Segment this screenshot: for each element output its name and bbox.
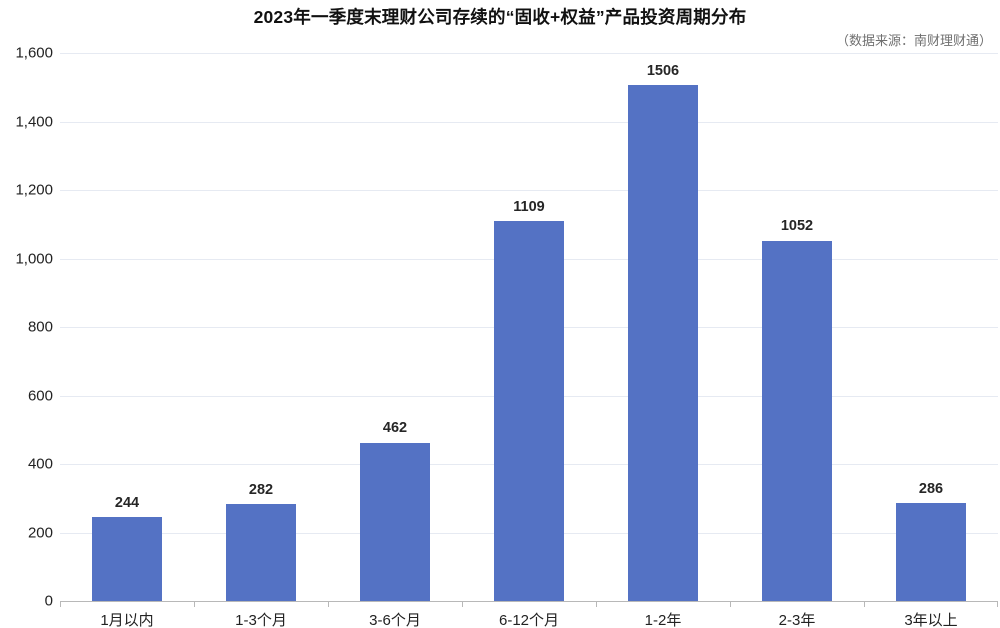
- bar-value-label: 1052: [780, 218, 814, 235]
- y-axis: 0 200 400 600 800 1,000 1,200 1,400 1,600: [0, 46, 53, 609]
- bar[interactable]: [762, 240, 832, 601]
- y-tick-label: 800: [27, 318, 53, 336]
- x-axis-tick: [328, 601, 329, 607]
- x-axis-tick: [596, 601, 597, 607]
- bar[interactable]: [628, 85, 698, 601]
- bar-group[interactable]: 1052: [730, 53, 864, 601]
- y-tick-label: 400: [27, 455, 53, 473]
- bar-value-label: 1109: [513, 198, 545, 215]
- y-tick-label: 0: [44, 592, 53, 610]
- bar-value-label: 244: [114, 494, 140, 511]
- data-source-annotation: （数据来源：南财理财通）: [835, 33, 992, 48]
- bar[interactable]: [494, 221, 564, 601]
- x-tick-label: 2-3年: [778, 612, 816, 628]
- x-tick-label: 1月以内: [100, 612, 154, 628]
- x-axis-line: [60, 601, 998, 602]
- bar-group[interactable]: 286: [864, 53, 998, 601]
- x-axis-tick: [60, 601, 61, 607]
- x-axis-tick: [194, 601, 195, 607]
- x-tick-label: 3年以上: [904, 612, 958, 628]
- bar-group[interactable]: 1506: [596, 53, 730, 601]
- y-tick-label: 600: [27, 387, 53, 404]
- y-tick-label: 200: [27, 524, 53, 541]
- x-tick-label: 1-2年: [644, 612, 682, 628]
- bar[interactable]: [92, 517, 162, 601]
- gridline: [60, 53, 998, 54]
- y-tick-label: 1,200: [15, 181, 53, 199]
- bars-layer: 244 282 462 1109 1506 1052 286: [60, 53, 998, 601]
- bar-value-label: 282: [248, 481, 274, 498]
- bar-value-label: 1506: [646, 62, 680, 79]
- bar[interactable]: [226, 504, 296, 601]
- x-tick-label: 1-3个月: [235, 612, 287, 628]
- x-axis-tick: [864, 601, 865, 607]
- x-tick-label: 6-12个月: [498, 612, 560, 628]
- y-tick-label: 1,000: [15, 250, 53, 267]
- x-axis-tick: [462, 601, 463, 607]
- bar-group[interactable]: 282: [194, 53, 328, 601]
- bar-group[interactable]: 244: [60, 53, 194, 601]
- x-axis: 1月以内 1-3个月 3-6个月 6-12个月 1-2年 2-3年 3年以上: [60, 601, 998, 628]
- bar-value-label: 462: [382, 420, 408, 437]
- bar-group[interactable]: 1109: [462, 53, 596, 601]
- bar[interactable]: [896, 503, 966, 601]
- x-axis-tick: [997, 601, 998, 607]
- y-tick-label: 1,600: [15, 44, 53, 62]
- bar[interactable]: [360, 442, 430, 601]
- y-tick-label: 1,400: [15, 113, 53, 130]
- bar-value-label: 286: [918, 480, 944, 497]
- gridline: [60, 190, 998, 191]
- bar-group[interactable]: 462: [328, 53, 462, 601]
- x-axis-tick: [730, 601, 731, 607]
- chart-title: 2023年一季度末理财公司存续的“固收+权益”产品投资周期分布: [253, 7, 747, 27]
- gridline: [60, 121, 998, 123]
- x-tick-label: 3-6个月: [369, 612, 421, 628]
